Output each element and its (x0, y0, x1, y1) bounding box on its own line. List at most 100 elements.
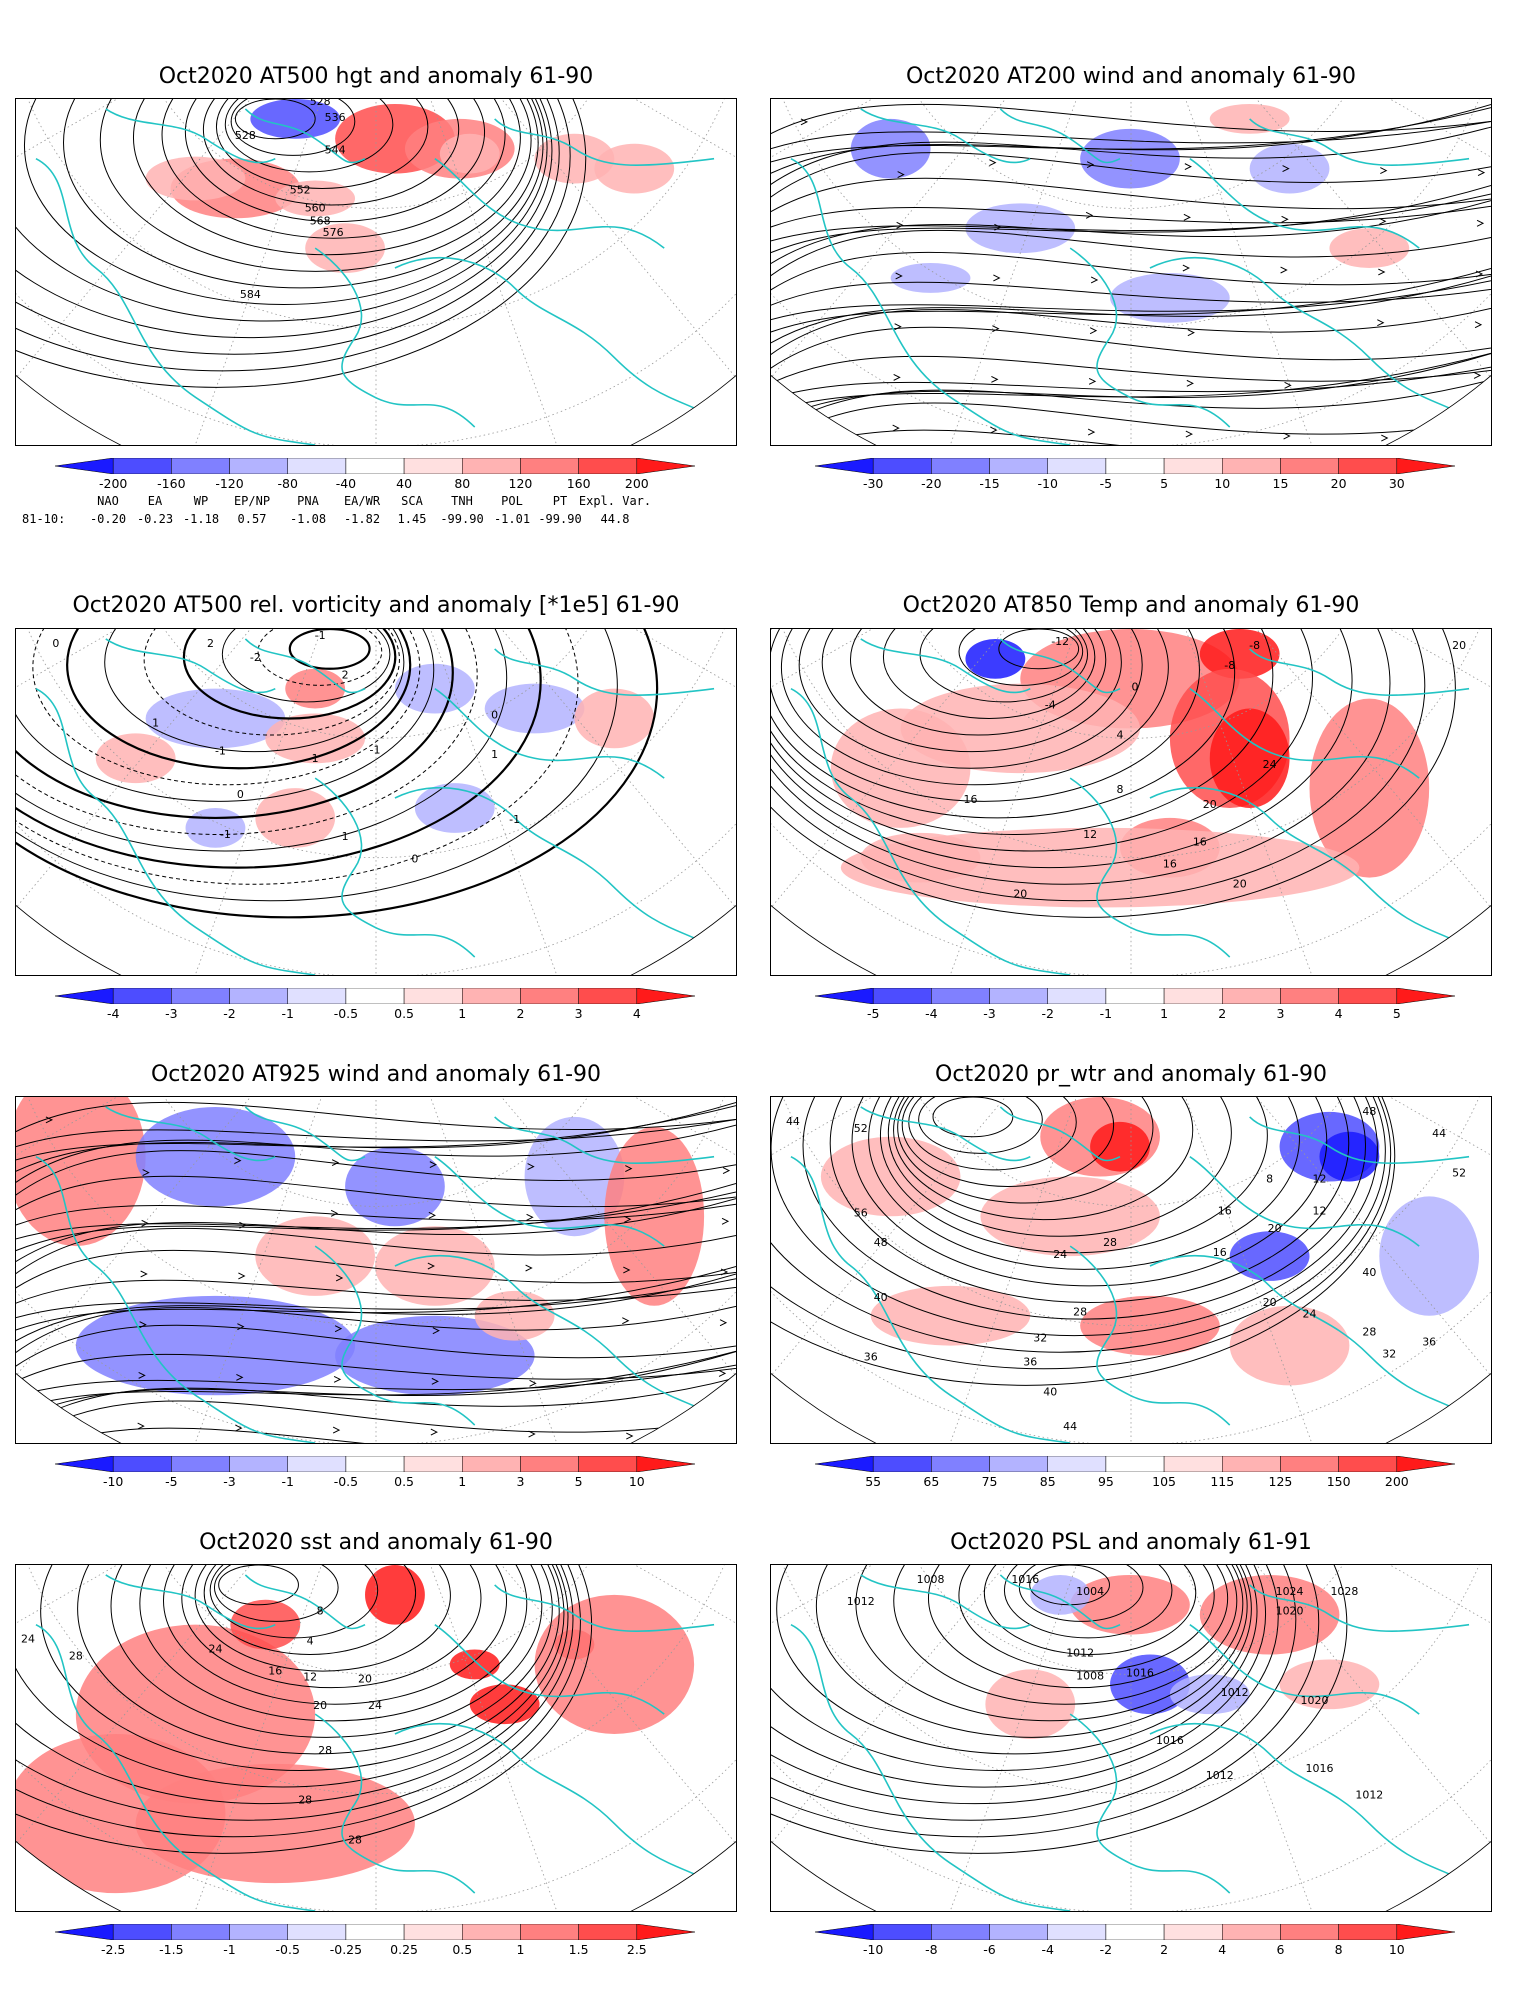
contour-line (958, 1565, 1215, 1672)
contour-label: -4 (1045, 699, 1056, 712)
map-content: -8 -12 -4 -8 0 4 8 12 16 16 20 20 20 24 16 20 (771, 629, 1491, 975)
map-content: 44 52 56 48 40 36 28 24 28 32 36 40 44 8 12 16 20 24 28 32 3… (771, 1097, 1491, 1443)
contour-label: 4 (307, 1635, 314, 1648)
contour-line (16, 629, 659, 919)
colorbar-tick-label: 0.5 (452, 1942, 473, 1957)
wind-arrow (1086, 161, 1095, 169)
colorbar-svg (55, 1924, 695, 1940)
colorbar-tick-label: -0.5 (333, 1006, 359, 1021)
colorbar-arrow-right (636, 1456, 695, 1472)
anomaly-region (285, 668, 346, 709)
wind-arrow (800, 118, 809, 126)
colorbar-segment (931, 988, 990, 1004)
contour-label: 0 (1131, 681, 1138, 694)
meridian-line (16, 1565, 377, 1843)
colorbar-tick-label: 2.5 (626, 1942, 647, 1957)
coastline (1189, 687, 1420, 779)
contour-line (32, 629, 421, 786)
contour-line (182, 629, 397, 720)
anomaly-region (1329, 228, 1410, 269)
coastline (244, 1106, 366, 1162)
colorbar-segment (403, 458, 463, 474)
contour-label: 24 (1263, 758, 1277, 771)
teleconnection-value: -1.82 (343, 512, 381, 526)
wind-arrow (893, 373, 901, 381)
anomaly-region (255, 788, 336, 848)
colorbar-arrow-left (815, 1924, 874, 1940)
wind-arrow (137, 1422, 145, 1430)
coastline (35, 157, 316, 445)
streamline (16, 1268, 736, 1348)
contour-label: 40 (1043, 1385, 1057, 1398)
contour-line (893, 1565, 1238, 1705)
contour-line (1018, 1565, 1144, 1622)
colorbar-arrow-right (1396, 1456, 1455, 1472)
contour-label: 44 (1432, 1127, 1446, 1140)
contour-label: 1 (342, 830, 349, 843)
contour-label: 16 (1213, 1246, 1227, 1259)
contour-label: 56 (854, 1206, 868, 1219)
contour-line (897, 1097, 1154, 1204)
colorbar-segment (520, 1456, 579, 1472)
map-panel-vorticity500: 0 -1 2 -2 1 -1 1 0 -1 1 0 -1 0 2 -1 1 (15, 628, 737, 976)
colorbar-arrow-right (1396, 458, 1455, 474)
map-panel-wind200 (770, 98, 1492, 446)
wind-arrow (239, 1221, 247, 1229)
anomaly-region (145, 156, 246, 201)
contour-label: 1008 (917, 1573, 945, 1586)
streamline (771, 347, 1491, 415)
colorbar-segment (1047, 988, 1107, 1004)
colorbar-tick-label: 1.5 (568, 1942, 589, 1957)
colorbar-tick-label: -2 (1041, 1006, 1054, 1021)
contour-line (851, 1097, 1328, 1287)
anomaly-region (965, 638, 1026, 679)
contour-label: 36 (864, 1350, 878, 1363)
coastline (434, 1155, 665, 1247)
colorbar-tick-label: 1 (458, 1474, 467, 1489)
wind-arrow (626, 1432, 634, 1440)
contour-label: 12 (1313, 1173, 1327, 1186)
colorbar-tick-label: 3 (516, 1474, 525, 1489)
map-content (16, 1097, 736, 1443)
wind-arrow (1283, 432, 1291, 440)
wind-arrow (721, 1217, 730, 1225)
colorbar-labels-p4: -5 -4 -3 -2 -1 1 2 3 4 5 (815, 1006, 1455, 1022)
colorbar-arrow-left (815, 988, 874, 1004)
anomaly-region (1309, 698, 1430, 878)
contour-line (16, 99, 560, 355)
colorbar-tick-label: -40 (335, 476, 357, 491)
coastline (860, 1106, 1031, 1162)
teleconnection-header: EA (147, 494, 163, 508)
coastline (494, 648, 715, 696)
streamline (771, 326, 1491, 376)
coastline (860, 638, 1031, 694)
wind-arrow (45, 1116, 54, 1124)
wind-arrow (429, 1161, 437, 1169)
wind-arrow (1085, 211, 1094, 219)
streamline (16, 1101, 736, 1138)
anomaly-region (1379, 1196, 1480, 1316)
contour-label: 560 (305, 201, 326, 214)
contour-line (879, 1097, 1268, 1254)
anomaly-region (16, 1734, 226, 1894)
colorbar-segment (1163, 1924, 1223, 1940)
colorbar-segment (1338, 1456, 1398, 1472)
colorbar-segment (989, 988, 1048, 1004)
colorbar-segment (1163, 1456, 1223, 1472)
colorbar-tick-label: -15 (979, 476, 1000, 491)
colorbar-labels-p8: -10 -8 -6 -4 -2 2 4 6 8 10 (815, 1942, 1455, 1958)
colorbar-tick-label: 10 (1214, 476, 1231, 491)
contour-label: 16 (268, 1664, 282, 1677)
map-content (771, 99, 1491, 445)
coastline (999, 638, 1121, 694)
anomaly-region (95, 733, 176, 784)
wind-arrow (622, 1317, 630, 1325)
contour-label: 20 (1268, 1222, 1282, 1235)
colorbar-tick-label: 4 (1334, 1006, 1343, 1021)
streamline (771, 189, 1491, 245)
contour-line (771, 629, 1274, 836)
anomaly-region (365, 1565, 425, 1625)
colorbar-tick-label: 150 (1326, 1474, 1351, 1489)
coastline (1189, 1623, 1420, 1715)
contour-label: 2 (207, 637, 214, 650)
